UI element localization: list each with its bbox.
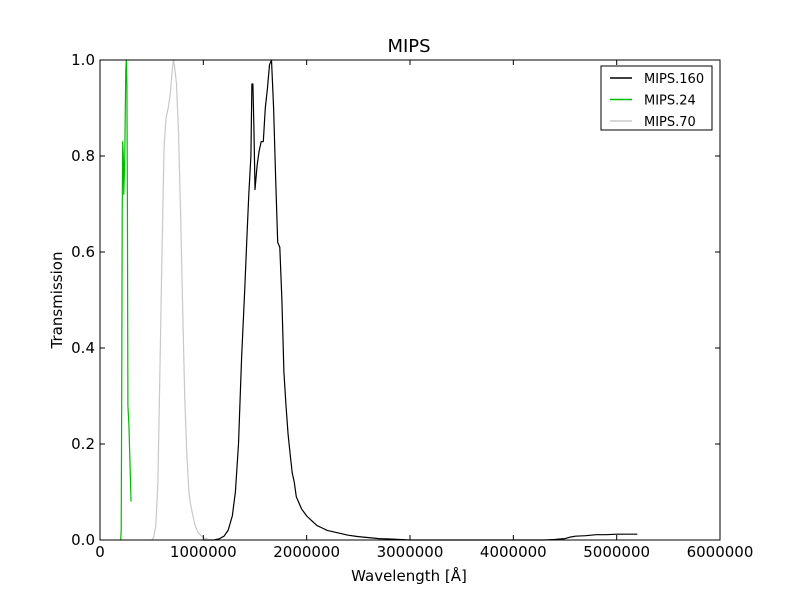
y-tick-label: 0.4: [71, 339, 95, 357]
tick-group: 0 1000000 2000000 3000000 4000000 5000000 6000…: [71, 51, 753, 561]
series-line-1: [120, 59, 132, 541]
y-tick-label: 0.8: [71, 147, 95, 165]
x-tick-label: 2000000: [273, 543, 340, 561]
plot-area: [100, 60, 720, 540]
chart-title: MIPS: [387, 36, 430, 57]
legend-box: [600, 65, 713, 131]
x-tick-label: 6000000: [687, 543, 754, 561]
x-tick-label: 3000000: [377, 543, 444, 561]
y-axis-label: Transmission: [48, 252, 66, 350]
y-tick-label: 0.2: [71, 435, 95, 453]
y-tick-label: 0.6: [71, 243, 95, 261]
legend-label-1: MIPS.24: [644, 94, 696, 109]
x-axis-label: Wavelength [Å]: [351, 566, 467, 585]
y-tick-label: 0.0: [71, 531, 95, 549]
legend-label-0: MIPS.160: [644, 72, 704, 87]
legend-label-2: MIPS.70: [644, 115, 696, 130]
x-tick-label: 1000000: [170, 543, 237, 561]
series-line-2: [151, 59, 214, 541]
y-tick-label: 1.0: [71, 51, 95, 69]
x-tick-label: 5000000: [583, 543, 650, 561]
legend: MIPS.160 MIPS.24 MIPS.70: [600, 65, 713, 131]
x-tick-label: 4000000: [480, 543, 547, 561]
x-tick-label: 0: [95, 543, 105, 561]
